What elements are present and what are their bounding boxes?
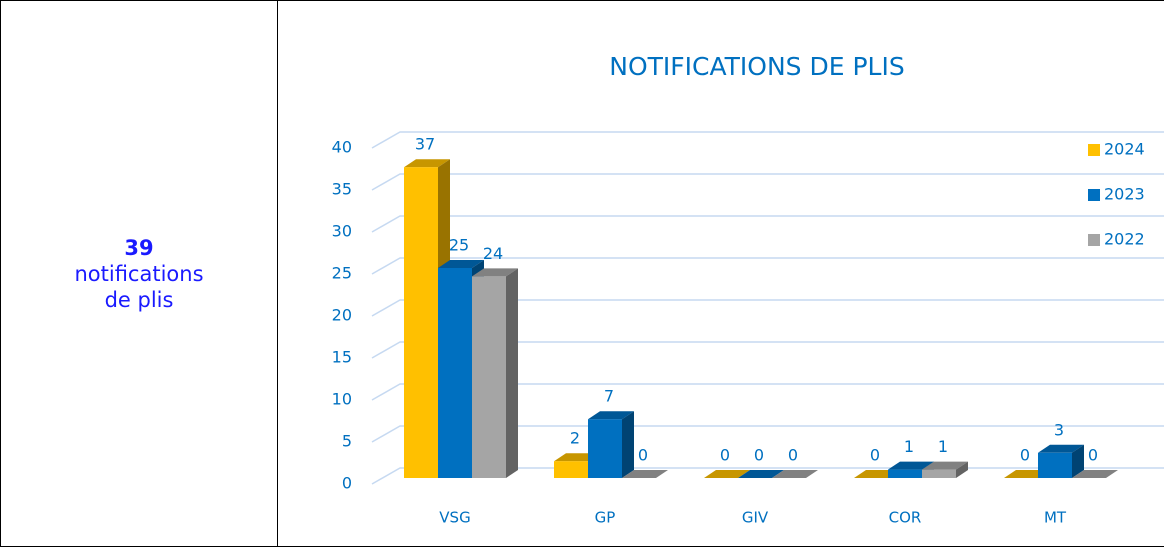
- bar: [772, 470, 818, 478]
- value-label: 25: [449, 236, 469, 255]
- y-tick-label: 0: [342, 474, 352, 493]
- x-tick-label: GP: [595, 509, 616, 527]
- legend-swatch: [1088, 189, 1100, 201]
- bar-top: [1072, 470, 1118, 478]
- bar: [738, 470, 784, 478]
- summary-text: notifications de plis: [74, 261, 204, 312]
- legend-swatch: [1088, 144, 1100, 156]
- bar-side: [622, 411, 634, 478]
- y-tick-label: 10: [332, 390, 352, 409]
- grid-line: [371, 215, 1164, 233]
- grid-line: [371, 425, 1164, 443]
- bar-front: [922, 469, 956, 478]
- bar: [622, 470, 668, 478]
- value-label: 1: [904, 437, 914, 456]
- y-tick-label: 25: [332, 264, 352, 283]
- bar: [472, 268, 518, 478]
- bar-front: [1038, 452, 1072, 478]
- bar-front: [888, 469, 922, 478]
- bar-side: [1072, 444, 1084, 478]
- bar-front: [438, 268, 472, 478]
- y-tick-label: 5: [342, 432, 352, 451]
- chart-title: NOTIFICATIONS DE PLIS: [609, 52, 904, 81]
- bar-top: [438, 260, 484, 268]
- bar-front: [588, 419, 622, 478]
- bar-side: [956, 461, 968, 478]
- value-label: 0: [788, 446, 798, 465]
- grid-line: [371, 383, 1164, 401]
- x-tick-label: COR: [889, 509, 922, 527]
- y-tick-label: 20: [332, 306, 352, 325]
- x-tick-label: GIV: [742, 509, 769, 527]
- grid-line: [371, 173, 1164, 191]
- bar-front: [404, 167, 438, 478]
- bar-top: [622, 470, 668, 478]
- bar-top: [922, 461, 968, 470]
- value-label: 0: [720, 446, 730, 465]
- bar: [922, 461, 968, 478]
- bar-top: [704, 470, 750, 478]
- y-tick-label: 35: [332, 180, 352, 199]
- value-label: 0: [1088, 446, 1098, 465]
- legend-label: 2022: [1104, 230, 1145, 249]
- value-label: 0: [870, 446, 880, 465]
- value-label: 2: [570, 429, 580, 448]
- summary: 39 notifications de plis: [64, 235, 214, 313]
- bar-front: [554, 461, 588, 478]
- y-tick-label: 30: [332, 222, 352, 241]
- bar: [1072, 470, 1118, 478]
- legend-swatch: [1088, 234, 1100, 246]
- value-label: 0: [638, 446, 648, 465]
- bar-top: [888, 461, 934, 470]
- summary-cell: 39 notifications de plis: [0, 0, 277, 547]
- bar-top: [404, 159, 450, 168]
- bar-top: [472, 268, 518, 277]
- y-tick-label: 40: [332, 138, 352, 157]
- bar: [1038, 444, 1084, 478]
- x-tick-label: MT: [1044, 509, 1067, 527]
- grid-line: [371, 341, 1164, 359]
- bar-top: [1038, 444, 1084, 453]
- grid-line: [371, 299, 1164, 317]
- bar: [704, 470, 750, 478]
- value-label: 1: [938, 437, 948, 456]
- bar: [588, 411, 634, 478]
- value-label: 7: [604, 387, 614, 406]
- bar-top: [738, 470, 784, 478]
- bar-front: [472, 276, 506, 478]
- grid-line: [371, 257, 1164, 275]
- summary-count: 39: [124, 235, 154, 260]
- value-label: 0: [754, 446, 764, 465]
- bar-top: [772, 470, 818, 478]
- y-tick-label: 15: [332, 348, 352, 367]
- value-label: 0: [1020, 446, 1030, 465]
- legend-label: 2024: [1104, 140, 1145, 159]
- bar-top: [588, 411, 634, 420]
- value-label: 24: [483, 244, 503, 263]
- grid-line: [371, 131, 1164, 149]
- value-label: 37: [415, 135, 435, 154]
- legend-label: 2023: [1104, 185, 1145, 204]
- value-label: 3: [1054, 420, 1064, 439]
- bar-side: [506, 268, 518, 478]
- x-tick-label: VSG: [439, 509, 470, 527]
